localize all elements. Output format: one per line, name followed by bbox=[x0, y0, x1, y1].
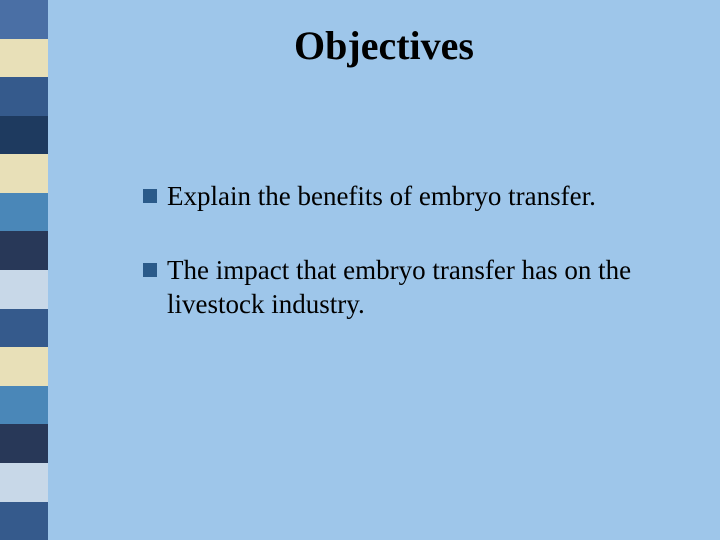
sidebar-stripe bbox=[0, 386, 48, 425]
sidebar-stripe bbox=[0, 231, 48, 270]
sidebar-stripe bbox=[0, 270, 48, 309]
bullet-text: The impact that embryo transfer has on t… bbox=[167, 254, 720, 322]
bullet-square-icon bbox=[143, 189, 157, 203]
bullet-text: Explain the benefits of embryo transfer. bbox=[167, 180, 596, 214]
sidebar-stripe bbox=[0, 77, 48, 116]
decorative-sidebar bbox=[0, 0, 48, 540]
sidebar-stripe bbox=[0, 39, 48, 78]
sidebar-stripe bbox=[0, 309, 48, 348]
sidebar-stripe bbox=[0, 154, 48, 193]
sidebar-stripe bbox=[0, 463, 48, 502]
bullet-list: Explain the benefits of embryo transfer.… bbox=[143, 180, 720, 321]
slide-title: Objectives bbox=[48, 22, 720, 69]
sidebar-stripe bbox=[0, 424, 48, 463]
slide-main: Objectives Explain the benefits of embry… bbox=[48, 0, 720, 540]
sidebar-stripe bbox=[0, 193, 48, 232]
bullet-item: The impact that embryo transfer has on t… bbox=[143, 254, 720, 322]
sidebar-stripe bbox=[0, 502, 48, 540]
bullet-square-icon bbox=[143, 263, 157, 277]
sidebar-stripe bbox=[0, 0, 48, 39]
sidebar-stripe bbox=[0, 347, 48, 386]
bullet-item: Explain the benefits of embryo transfer. bbox=[143, 180, 720, 214]
sidebar-stripe bbox=[0, 116, 48, 155]
